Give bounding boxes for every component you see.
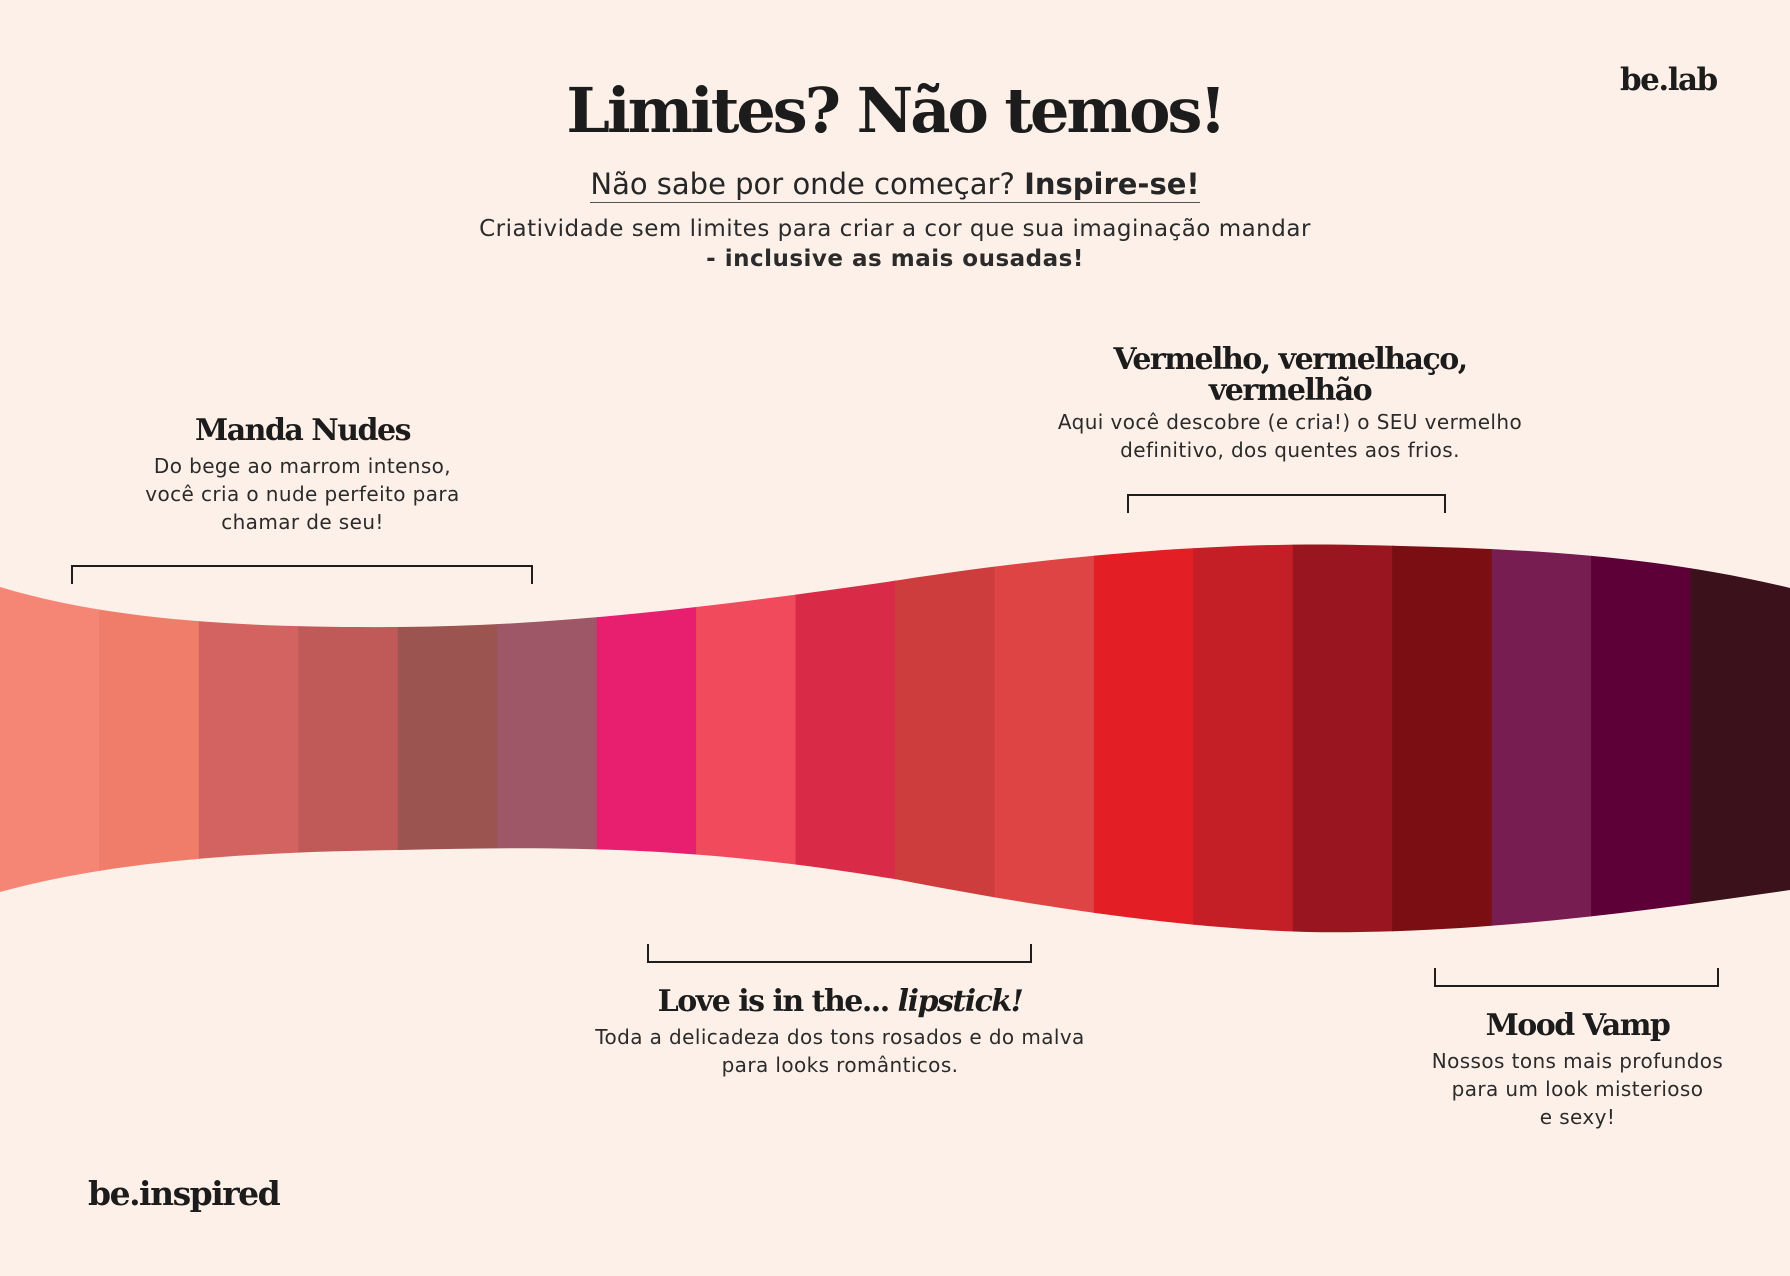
category-title: Manda Nudes (194, 413, 412, 448)
description-line: você cria o nude perfeito para (145, 482, 460, 506)
color-swatch (994, 544, 1095, 933)
brand-logo-bottom: be.inspired (88, 1174, 281, 1213)
color-swatch (1292, 544, 1394, 933)
description-line: definitivo, dos quentes aos frios. (1120, 438, 1460, 462)
page-title: Limites? Não temos! (566, 74, 1226, 147)
color-swatch (198, 544, 300, 933)
title-line: Vermelho, vermelhaço, (1113, 342, 1468, 377)
color-swatch (795, 544, 896, 933)
category-description: Nossos tons mais profundos para um look … (1385, 1047, 1770, 1131)
description-line: para um look misterioso (1451, 1077, 1704, 1101)
category-description: Aqui você descobre (e cria!) o SEU verme… (1000, 408, 1580, 464)
color-swatch (1392, 544, 1493, 933)
title-italic: lipstick! (897, 984, 1024, 1019)
color-swatch (1591, 544, 1692, 933)
color-swatch (497, 544, 598, 933)
subtitle-emphasis: Inspire-se! (1024, 167, 1200, 201)
intro-text: Criatividade sem limites para criar a co… (0, 214, 1790, 274)
bracket-manda-nudes (71, 565, 533, 584)
color-swatch (1193, 544, 1294, 933)
category-description: Toda a delicadeza dos tons rosados e do … (540, 1023, 1140, 1079)
color-swatch (1690, 544, 1790, 933)
bracket-mood-vamp (1434, 968, 1719, 987)
color-swatch (298, 544, 399, 933)
brand-logo-top: be.lab (1620, 62, 1718, 98)
category-vermelho: Vermelho, vermelhaço, vermelhão Aqui voc… (1000, 344, 1580, 464)
color-swatch (99, 544, 200, 933)
description-line: Nossos tons mais profundos (1431, 1049, 1724, 1073)
category-title: Love is in the... lipstick! (540, 986, 1140, 1017)
color-swatch (1491, 544, 1593, 933)
category-title: Vermelho, vermelhaço, vermelhão (1000, 344, 1580, 406)
title-plain: Love is in the... (657, 984, 891, 1019)
intro-line-2: - inclusive as mais ousadas! (706, 246, 1084, 272)
color-swatch (1093, 544, 1195, 933)
color-swatch (397, 544, 499, 933)
bracket-group (71, 494, 1719, 987)
category-title: Mood Vamp (1485, 1008, 1671, 1043)
color-swatch (596, 544, 698, 933)
bracket-vermelho (1127, 494, 1446, 513)
category-mood-vamp: Mood Vamp Nossos tons mais profundos par… (1385, 1010, 1770, 1131)
swatch-group (0, 544, 1790, 933)
category-manda-nudes: Manda Nudes Do bege ao marrom intenso, v… (100, 415, 505, 536)
description-line: Aqui você descobre (e cria!) o SEU verme… (1057, 410, 1523, 434)
description-line: Toda a delicadeza dos tons rosados e do … (595, 1025, 1085, 1049)
category-description: Do bege ao marrom intenso, você cria o n… (100, 452, 505, 536)
description-line: chamar de seu! (221, 510, 384, 534)
description-line: para looks românticos. (721, 1053, 959, 1077)
color-swatch (895, 544, 996, 933)
bracket-love-lipstick (647, 944, 1032, 963)
color-swatch (0, 544, 101, 933)
description-line: Do bege ao marrom intenso, (153, 454, 452, 478)
description-line: e sexy! (1539, 1105, 1616, 1129)
intro-line-1: Criatividade sem limites para criar a co… (479, 216, 1311, 242)
title-line: vermelhão (1208, 373, 1373, 408)
color-swatch (696, 544, 797, 933)
subtitle-text: Não sabe por onde começar? (590, 167, 1015, 201)
page-subtitle: Não sabe por onde começar? Inspire-se! (0, 166, 1790, 203)
category-love-lipstick: Love is in the... lipstick! Toda a delic… (540, 986, 1140, 1079)
